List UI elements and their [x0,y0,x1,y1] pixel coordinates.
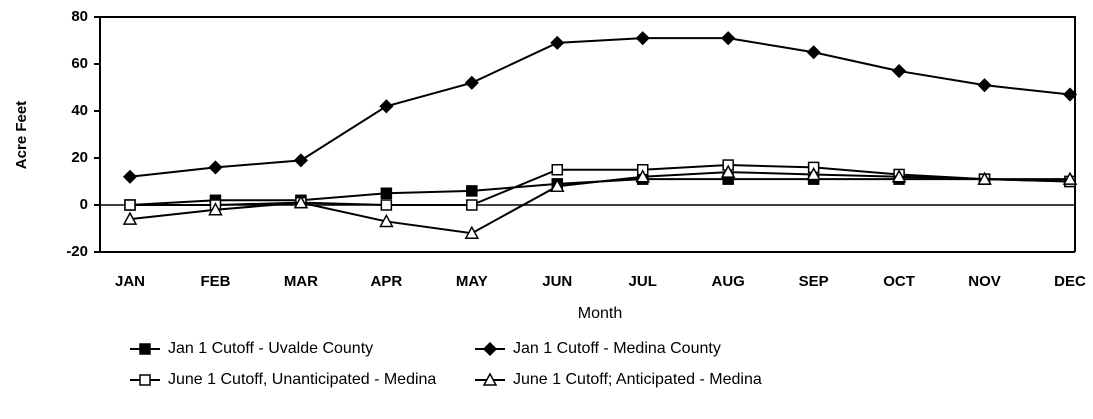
point [124,199,136,211]
x-tick-label: APR [371,273,403,290]
legend-label: June 1 Cutoff, Unanticipated - Medina [168,371,436,388]
y-tick-label: 80 [71,8,88,25]
x-tick-label: OCT [883,273,915,290]
axis-frame [99,16,1076,253]
point [208,160,223,175]
x-tick-label: JAN [115,273,145,290]
point [122,169,138,184]
point [122,211,138,225]
point [721,31,736,46]
y-tick-label: 20 [71,149,88,166]
point [293,195,309,209]
point [891,169,907,183]
y-tick-label: 60 [71,55,88,72]
point [720,164,736,178]
legend-label: June 1 Cutoff; Anticipated - Medina [513,371,762,388]
y-axis-title: Acre Feet [13,101,30,169]
point [892,63,907,79]
x-tick-label: FEB [200,273,230,290]
point [635,169,650,183]
legend-marker [139,343,151,355]
point [550,35,565,50]
point [464,75,479,90]
y-tick-label: 40 [71,102,88,119]
point [635,31,650,46]
series-line [129,37,1071,178]
point [550,178,565,192]
series-line [130,164,1071,206]
legend-label: Jan 1 Cutoff - Uvalde County [168,340,373,357]
x-tick-label: SEP [799,273,829,290]
point [466,185,478,197]
x-tick-label: JUL [629,273,657,290]
point [464,225,480,239]
legend-marker [482,341,498,357]
point [806,166,821,181]
x-axis-title: Month [578,305,622,322]
point [977,78,992,93]
point [379,99,394,114]
point [380,187,393,199]
point [293,153,308,168]
point [806,45,821,60]
x-tick-label: MAY [456,273,488,290]
point [551,164,564,176]
point [1062,171,1078,185]
point [1062,87,1078,102]
legend-label: Jan 1 Cutoff - Medina County [513,340,721,357]
point [379,213,394,228]
x-tick-label: AUG [712,273,745,290]
x-tick-label: MAR [284,273,318,290]
point [380,199,393,211]
series-line [129,171,1070,235]
point [977,171,992,185]
x-tick-label: JUN [542,273,572,290]
y-tick-label: 0 [80,196,88,213]
point [208,202,223,216]
y-tick-label: -20 [66,243,88,260]
series-line [129,178,1071,206]
x-tick-label: NOV [968,273,1001,290]
legend-marker [482,372,498,386]
x-tick-label: DEC [1054,273,1086,290]
point [466,199,478,211]
legend-marker [139,374,151,386]
